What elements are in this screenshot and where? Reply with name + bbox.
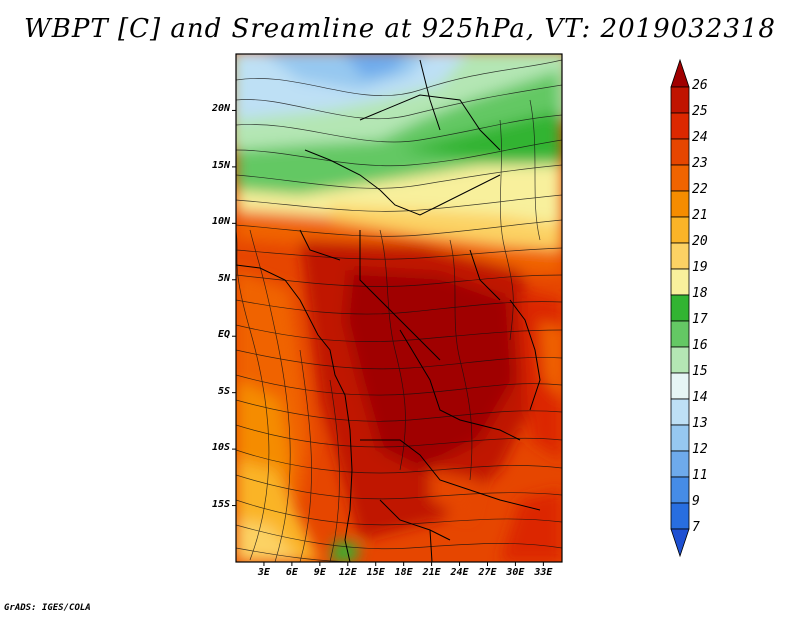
colorbar-label-24: 24 <box>692 130 708 145</box>
colorbar-swatch-11 <box>670 346 690 374</box>
colorbar-swatch-5 <box>670 190 690 218</box>
colorbar-label-17: 17 <box>692 312 708 327</box>
colorbar-label-19: 19 <box>692 260 708 275</box>
colorbar-label-14: 14 <box>692 390 708 405</box>
colorbar-label-13: 13 <box>692 416 708 431</box>
colorbar-swatch-12 <box>670 372 690 400</box>
lon-label-3e: 3E <box>257 567 270 578</box>
lon-label-30e: 30E <box>506 567 525 578</box>
colorbar-label-18: 18 <box>692 286 708 301</box>
colorbar-swatch-0 <box>670 58 690 88</box>
lat-label-20n: 20N <box>211 103 230 115</box>
colorbar-swatch-2 <box>670 112 690 140</box>
colorbar-swatch-15 <box>670 450 690 478</box>
colorbar-label-23: 23 <box>692 156 708 171</box>
colorbar-swatch-9 <box>670 294 690 322</box>
colorbar-swatch-14 <box>670 424 690 452</box>
colorbar-label-22: 22 <box>692 182 708 197</box>
latitude-ticks <box>232 109 236 507</box>
colorbar-swatch-1 <box>670 86 690 114</box>
colorbar-swatch-4 <box>670 164 690 192</box>
country-borders <box>236 59 541 562</box>
lat-label-10n: 10N <box>211 216 230 228</box>
colorbar-label-12: 12 <box>692 442 708 457</box>
colorbar-label-26: 26 <box>692 78 708 93</box>
lat-label-5n: 5N <box>217 272 230 284</box>
lat-label-eq: EQ <box>217 329 230 341</box>
colorbar-swatch-17 <box>670 502 690 530</box>
colorbar-swatch-6 <box>670 216 690 244</box>
lat-label-15n: 15N <box>211 159 230 171</box>
colorbar-label-21: 21 <box>692 208 708 223</box>
colorbar-label-15: 15 <box>692 364 708 379</box>
colorbar-label-16: 16 <box>692 338 708 353</box>
lat-label-5s: 5S <box>217 385 230 397</box>
lon-label-15e: 15E <box>366 567 385 578</box>
colorbar-label-7: 7 <box>692 520 700 535</box>
chart-title: WBPT [C] and Sreamline at 925hPa, VT: 20… <box>24 14 776 44</box>
lon-label-21e: 21E <box>422 567 441 578</box>
lat-label-10s: 10S <box>211 442 230 454</box>
colorbar <box>670 58 690 558</box>
lon-label-12e: 12E <box>338 567 357 578</box>
colorbar-swatch-13 <box>670 398 690 426</box>
colorbar-swatch-8 <box>670 268 690 296</box>
lon-label-18e: 18E <box>394 567 413 578</box>
colorbar-label-9: 9 <box>692 494 700 509</box>
lon-label-9e: 9E <box>313 567 326 578</box>
streamlines <box>236 59 562 562</box>
lon-label-33e: 33E <box>534 567 553 578</box>
wbpt-field <box>236 54 562 562</box>
colorbar-swatch-10 <box>670 320 690 348</box>
longitude-ticks <box>263 562 544 566</box>
map-frame <box>235 53 563 563</box>
lon-label-27e: 27E <box>478 567 497 578</box>
colorbar-label-11: 11 <box>692 468 708 483</box>
colorbar-swatch-7 <box>670 242 690 270</box>
grads-credit: GrADS: IGES/COLA <box>4 603 91 613</box>
colorbar-swatch-3 <box>670 138 690 166</box>
colorbar-label-20: 20 <box>692 234 708 249</box>
lon-label-24e: 24E <box>450 567 469 578</box>
colorbar-swatch-16 <box>670 476 690 504</box>
colorbar-label-25: 25 <box>692 104 708 119</box>
lon-label-6e: 6E <box>285 567 298 578</box>
lat-label-15s: 15S <box>211 498 230 510</box>
colorbar-swatch-18 <box>670 528 690 558</box>
